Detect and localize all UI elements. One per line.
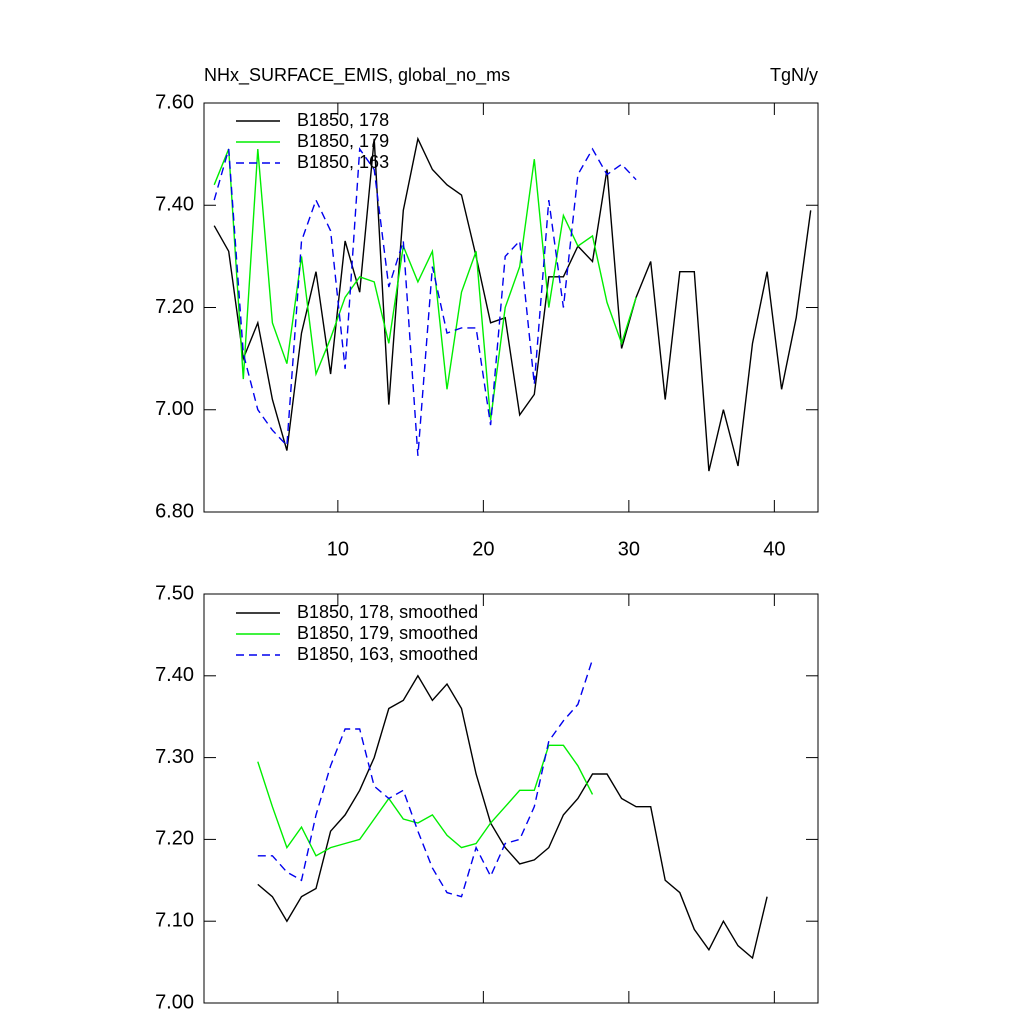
series-line <box>257 674 768 960</box>
chart-title: NHx_SURFACE_EMIS, global_no_ms <box>204 65 510 86</box>
y-tick-label: 7.60 <box>155 91 194 113</box>
x-tick-label: 10 <box>327 538 349 560</box>
series-line <box>257 744 594 857</box>
y-tick-label: 7.20 <box>155 828 194 850</box>
units-label: TgN/y <box>770 65 818 85</box>
series-line <box>213 146 637 456</box>
series-line <box>213 136 812 472</box>
y-tick-label: 7.40 <box>155 664 194 686</box>
legend-label: B1850, 179, smoothed <box>297 623 478 643</box>
x-tick-label: 40 <box>763 538 785 560</box>
y-tick-label: 7.10 <box>155 909 194 931</box>
y-tick-label: 7.20 <box>155 296 194 318</box>
x-tick-label: 30 <box>618 538 640 560</box>
y-tick-label: 6.80 <box>155 500 194 522</box>
y-tick-label: 7.30 <box>155 746 194 768</box>
series-line <box>257 659 594 898</box>
series-line <box>213 148 637 421</box>
legend-label: B1850, 178 <box>297 110 389 130</box>
legend-label: B1850, 178, smoothed <box>297 602 478 622</box>
y-tick-label: 7.50 <box>155 582 194 604</box>
legend-label: B1850, 163 <box>297 152 389 172</box>
legend-label: B1850, 163, smoothed <box>297 644 478 664</box>
y-tick-label: 7.00 <box>155 991 194 1013</box>
x-tick-label: 20 <box>472 538 494 560</box>
legend-label: B1850, 179 <box>297 131 389 151</box>
y-tick-label: 7.40 <box>155 194 194 216</box>
plot-frame <box>203 593 819 1004</box>
y-tick-label: 7.00 <box>155 398 194 420</box>
